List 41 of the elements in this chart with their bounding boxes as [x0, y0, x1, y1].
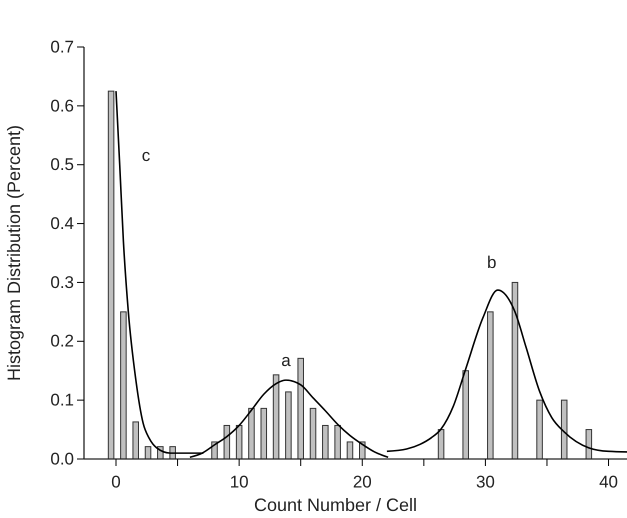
- bar: [334, 424, 341, 460]
- bar: [248, 408, 255, 460]
- x-tick-label: 40: [599, 472, 618, 492]
- y-tick-label: 0.7: [50, 37, 74, 56]
- annotation: c: [142, 146, 151, 166]
- y-tick-label: 0.0: [50, 449, 74, 468]
- bar: [132, 421, 139, 460]
- y-tick-label: 0.2: [50, 332, 74, 351]
- bar: [236, 424, 242, 460]
- bar: [487, 311, 494, 460]
- bar: [462, 370, 469, 460]
- bar: [272, 374, 280, 460]
- x-tick-label: 30: [476, 472, 495, 492]
- bar: [586, 429, 592, 460]
- bar: [120, 311, 127, 460]
- bar: [310, 408, 316, 460]
- bar: [536, 400, 543, 460]
- y-tick-label: 0.3: [50, 272, 74, 292]
- annotation: b: [486, 253, 496, 272]
- y-tick-label: 0.4: [50, 214, 74, 234]
- bar: [260, 408, 268, 460]
- bar: [560, 400, 568, 460]
- bar: [144, 446, 152, 460]
- y-tick-label: 0.1: [50, 390, 74, 410]
- bar: [322, 424, 329, 460]
- y-axis-title: Histogram Distribution (Percent): [4, 124, 24, 382]
- bar: [438, 429, 444, 460]
- x-axis-title: Count Number / Cell: [254, 495, 418, 515]
- x-tick-label: 0: [111, 472, 121, 492]
- annotation: a: [281, 351, 292, 370]
- x-tick-label: 10: [230, 472, 249, 492]
- line-series: [386, 289, 627, 453]
- y-tick-label: 0.6: [50, 96, 74, 116]
- bar: [108, 90, 114, 460]
- bar: [297, 358, 304, 460]
- bar: [346, 441, 354, 460]
- x-tick-label: 20: [352, 472, 372, 492]
- bar: [285, 391, 292, 460]
- bar: [224, 424, 230, 460]
- y-tick-label: 0.5: [50, 155, 74, 174]
- bar: [512, 282, 518, 460]
